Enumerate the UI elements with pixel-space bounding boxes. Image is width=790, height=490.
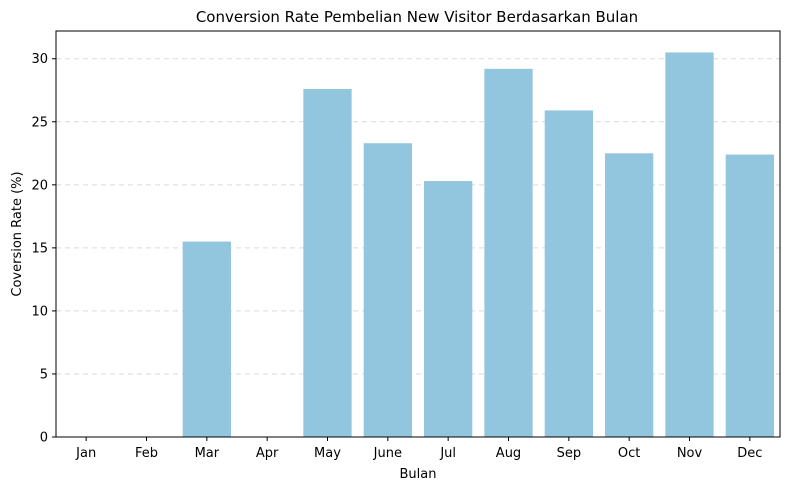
chart-title: Conversion Rate Pembelian New Visitor Be…	[196, 8, 638, 26]
x-tick-label: Jan	[75, 446, 96, 461]
y-tick-label: 30	[31, 52, 48, 67]
x-tick-label: Jul	[439, 446, 456, 461]
bar-jul	[424, 181, 473, 437]
bar-june	[363, 143, 412, 437]
bar-nov	[665, 52, 714, 437]
x-tick-label: Mar	[195, 446, 220, 461]
x-tick-label: June	[373, 446, 402, 461]
y-tick-label: 15	[31, 241, 48, 256]
x-tick-label: Dec	[737, 446, 762, 461]
grid-lines	[56, 58, 780, 438]
bar-dec	[725, 154, 774, 437]
x-tick-label: May	[314, 446, 341, 461]
bar-mar	[182, 241, 231, 437]
x-tick-label: Aug	[496, 446, 521, 461]
y-tick-label: 0	[40, 431, 48, 446]
x-tick-label: Apr	[256, 446, 279, 461]
x-tick-label: Nov	[677, 446, 703, 461]
bar-aug	[484, 68, 533, 438]
x-tick-label: Sep	[557, 446, 582, 461]
y-tick-label: 25	[31, 115, 48, 130]
x-axis-ticks: Jan Feb Mar Apr May June Jul Aug Sep Oct Nov Dec	[75, 437, 762, 461]
y-tick-label: 10	[31, 304, 48, 319]
y-tick-label: 20	[31, 178, 48, 193]
bar-sep	[544, 110, 593, 437]
x-tick-label: Feb	[135, 446, 158, 461]
bar-may	[303, 89, 352, 437]
bar-oct	[605, 153, 654, 437]
plot-frame	[55, 30, 781, 438]
x-tick-label: Oct	[618, 446, 640, 461]
y-axis-label: Coversion Rate (%)	[10, 171, 25, 296]
y-axis-ticks: 0 5 10 15 20 25 30	[31, 52, 56, 446]
x-axis-label: Bulan	[400, 467, 437, 482]
y-tick-label: 5	[40, 367, 48, 382]
bars	[182, 52, 774, 438]
